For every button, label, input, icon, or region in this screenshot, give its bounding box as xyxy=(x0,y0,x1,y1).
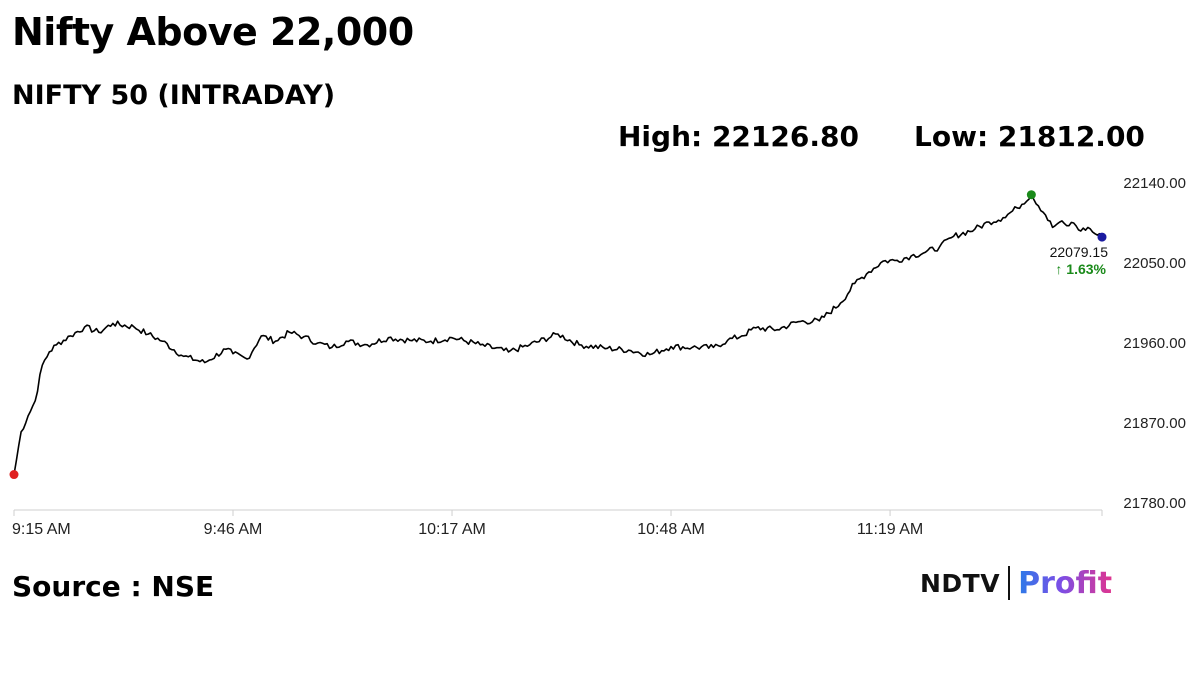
y-tick-label: 21780.00 xyxy=(1123,495,1186,512)
logo-divider xyxy=(1008,566,1011,600)
chart-subtitle: NIFTY 50 (INTRADAY) xyxy=(12,80,336,111)
y-tick-label: 22050.00 xyxy=(1123,255,1186,272)
ndtv-profit-logo: NDTV Profit xyxy=(920,563,1112,603)
x-tick-label: 9:46 AM xyxy=(204,521,263,538)
x-axis: 9:15 AM 9:46 AM 10:17 AM 10:48 AM 11:19 AM xyxy=(12,509,1103,538)
last-marker xyxy=(1097,232,1107,242)
y-tick-label: 22140.00 xyxy=(1123,175,1186,192)
y-axis: 22140.00 22050.00 21960.00 21870.00 21780.00 xyxy=(1123,175,1186,512)
high-value: High: 22126.80 xyxy=(618,120,859,153)
y-tick-label: 21870.00 xyxy=(1123,415,1186,432)
open-marker xyxy=(9,470,19,480)
x-tick-label: 10:17 AM xyxy=(418,521,486,538)
x-tick-label: 9:15 AM xyxy=(12,521,71,538)
change-label: ↑ 1.63% xyxy=(1055,261,1106,277)
source-note: Source : NSE xyxy=(12,570,215,603)
y-tick-label: 21960.00 xyxy=(1123,335,1186,352)
last-value-label: 22079.15 xyxy=(1050,244,1109,260)
high-marker xyxy=(1026,190,1036,200)
x-tick-label: 10:48 AM xyxy=(637,521,705,538)
low-value: Low: 21812.00 xyxy=(914,120,1145,153)
headline: Nifty Above 22,000 xyxy=(12,10,414,54)
x-tick-label: 11:19 AM xyxy=(857,521,923,538)
logo-profit-text: Profit xyxy=(1018,565,1113,601)
logo-ndtv-text: NDTV xyxy=(920,568,1001,598)
series-line-nifty xyxy=(13,193,1103,475)
intraday-line-chart: 22140.00 22050.00 21960.00 21870.00 21780.00… xyxy=(9,175,1186,538)
